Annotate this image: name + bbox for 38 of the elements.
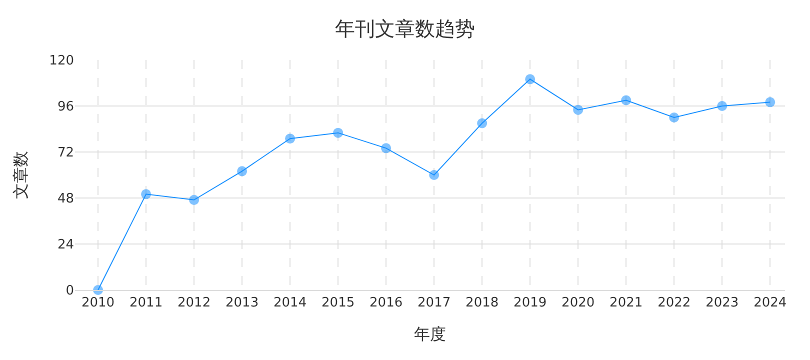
point [333, 128, 344, 138]
x-tick-label: 2024 [754, 296, 787, 311]
x-axis-title: 年度 [414, 324, 446, 344]
point [621, 95, 632, 106]
x-tick-label: 2012 [178, 296, 211, 311]
y-axis-title: 文章数 [11, 151, 30, 199]
y-tick-label: 24 [57, 238, 74, 253]
point [285, 134, 296, 144]
point [237, 166, 248, 176]
x-tick-label: 2019 [514, 296, 547, 311]
point [429, 170, 440, 180]
x-tick-label: 2010 [81, 296, 115, 311]
point [477, 118, 488, 128]
y-tick-label: 72 [57, 146, 74, 161]
x-tick-label: 2022 [658, 296, 691, 311]
x-tick-label: 2021 [610, 296, 643, 311]
x-tick-label: 2011 [130, 296, 163, 311]
x-tick-label: 2016 [370, 296, 403, 311]
y-tick-label: 0 [66, 284, 74, 299]
point [765, 97, 776, 108]
chart-title: 年刊文章数趋势 [335, 16, 475, 41]
point [669, 112, 680, 122]
x-tick-label: 2023 [706, 296, 739, 311]
point [525, 74, 536, 84]
y-tick-label: 96 [57, 100, 74, 115]
x-tick-label: 2020 [562, 296, 595, 311]
y-tick-label: 120 [49, 54, 74, 69]
point [717, 101, 728, 111]
y-tick-label: 48 [57, 192, 74, 207]
point [189, 194, 200, 205]
point [141, 189, 152, 200]
x-tick-label: 2013 [226, 296, 259, 311]
point [573, 104, 584, 115]
x-tick-label: 2018 [466, 296, 499, 311]
x-tick-label: 2014 [274, 296, 307, 311]
x-tick-label: 2015 [322, 296, 355, 311]
x-tick-label: 2017 [418, 296, 451, 311]
point [381, 143, 392, 154]
